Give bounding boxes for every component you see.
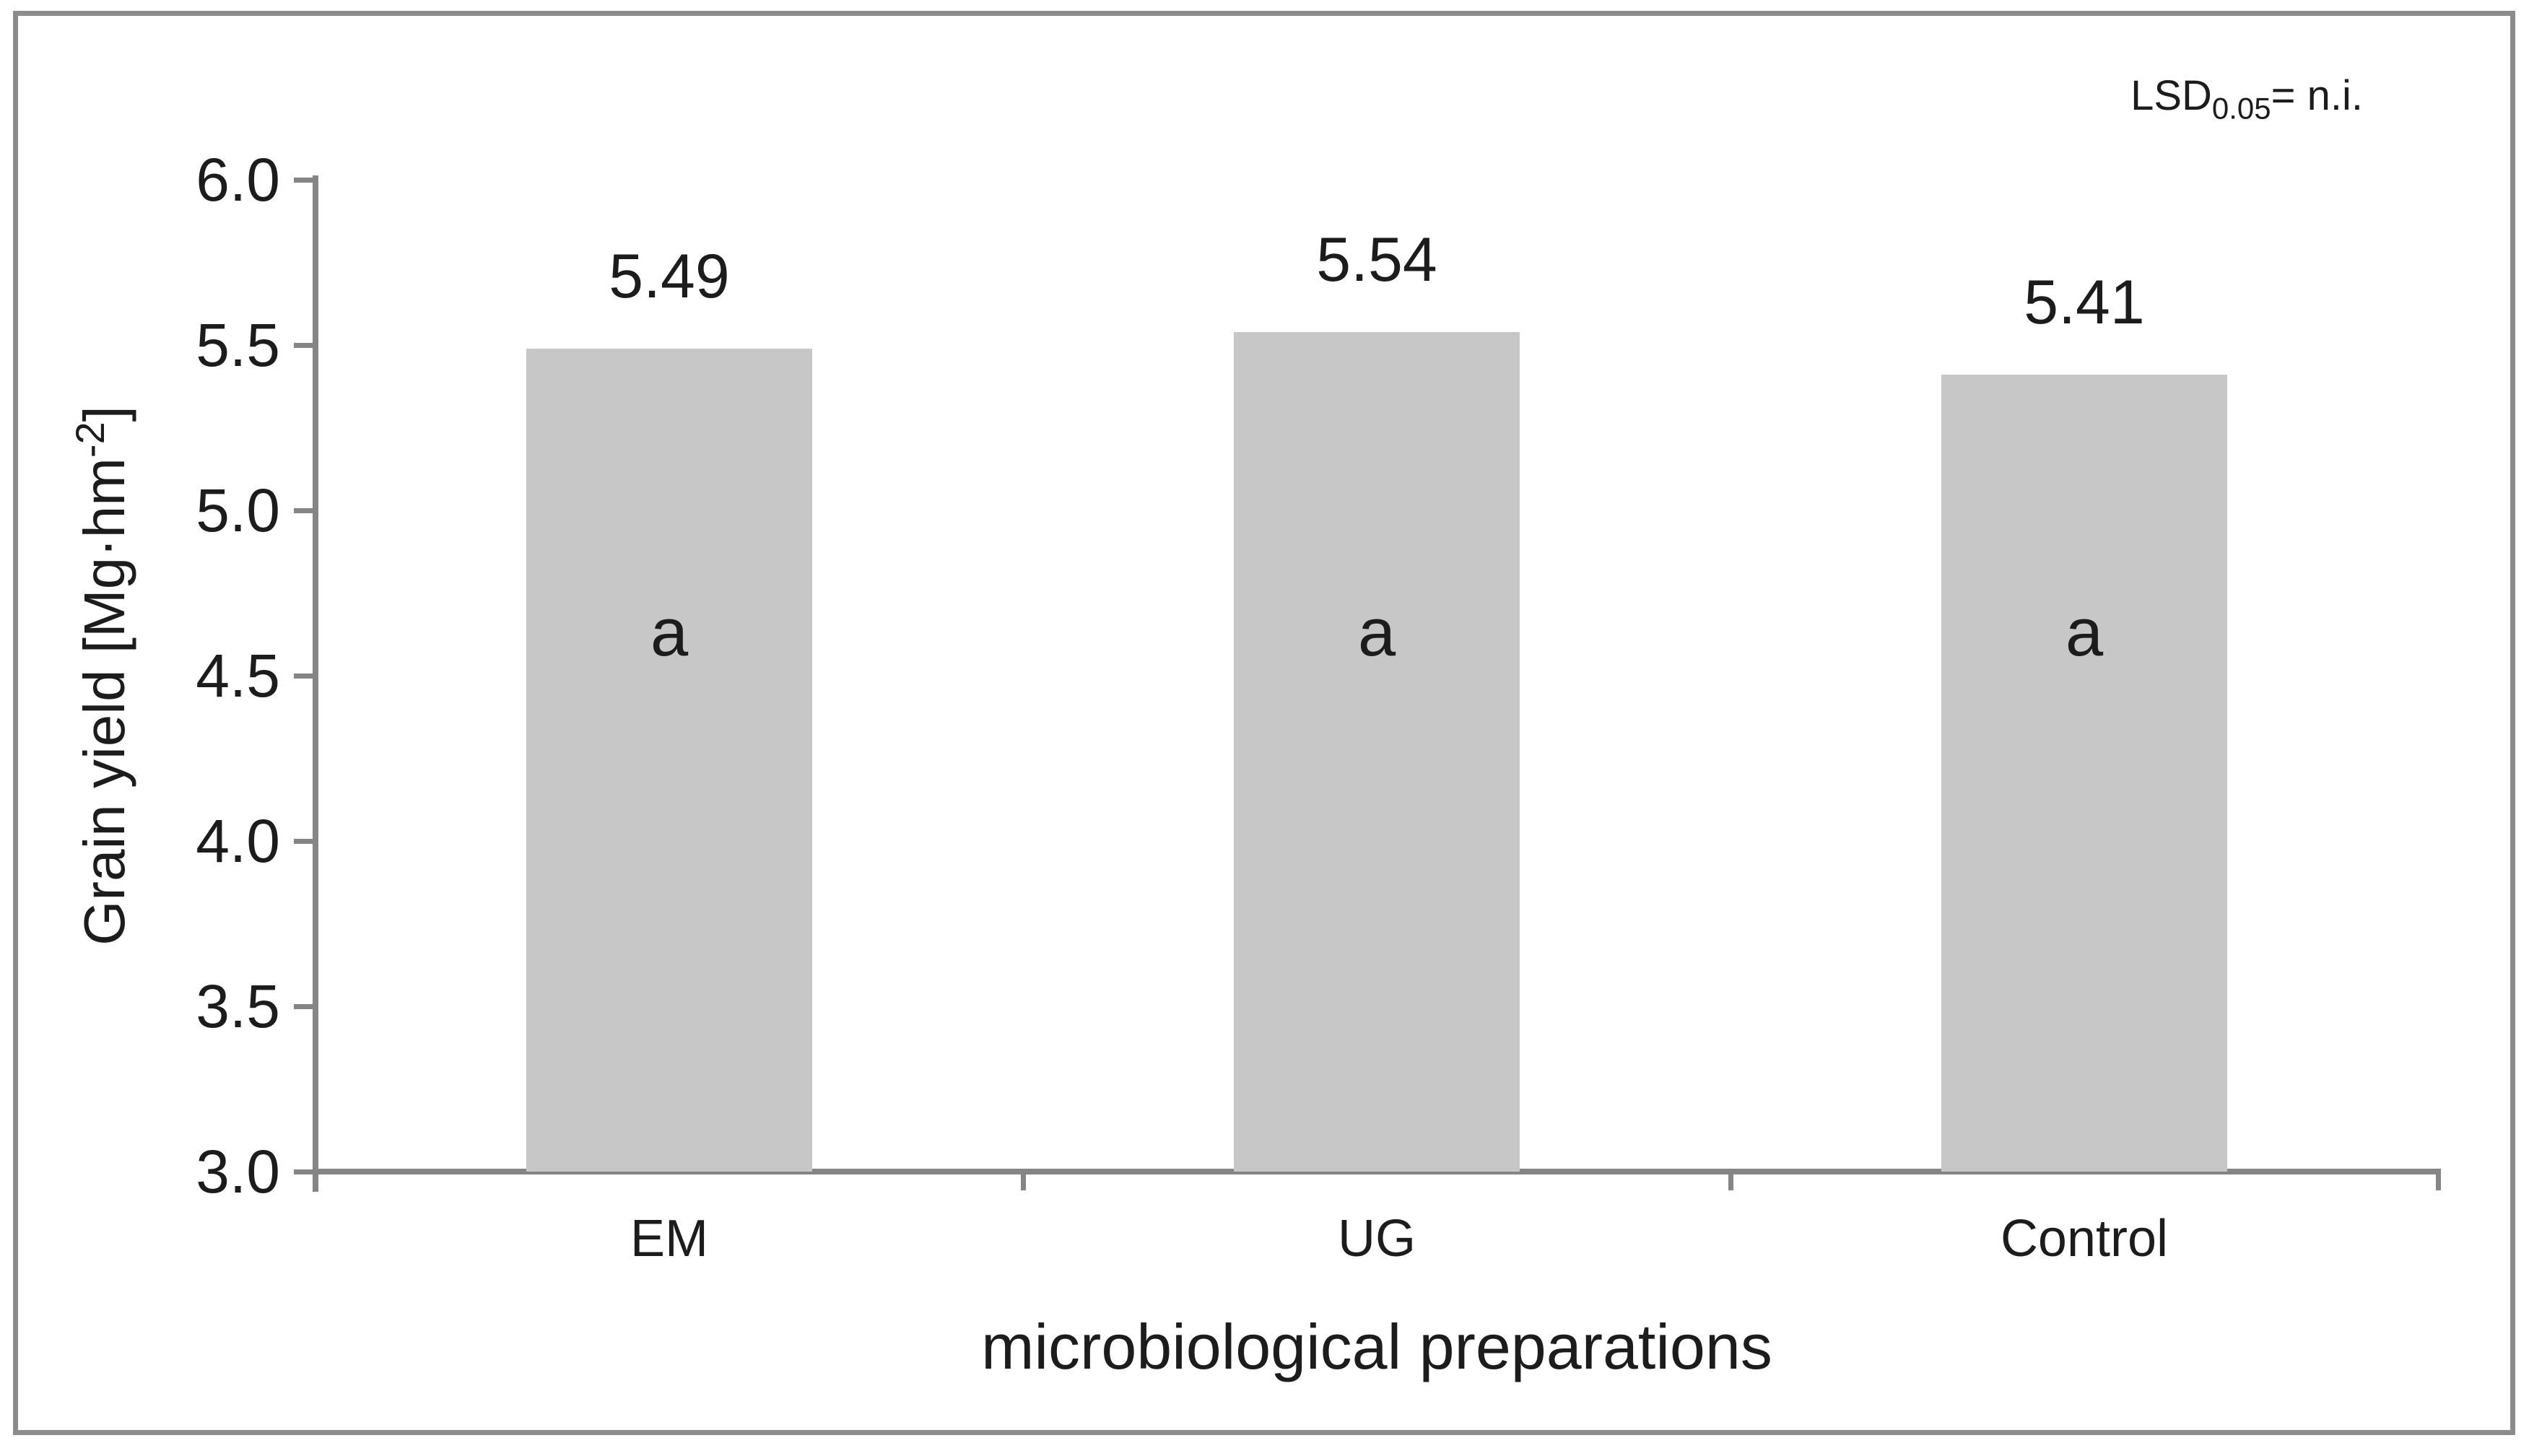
bar bbox=[1234, 331, 1520, 1172]
lsd-annotation-subscript: 0.05 bbox=[2211, 91, 2271, 126]
x-tick bbox=[1728, 1172, 1733, 1190]
bar-value-label: 5.49 bbox=[609, 241, 730, 311]
bar-letter: a bbox=[2065, 594, 2104, 670]
y-tick bbox=[294, 1169, 315, 1174]
y-tick bbox=[294, 508, 315, 513]
bar bbox=[526, 348, 812, 1172]
bar-letter: a bbox=[650, 594, 689, 670]
x-axis-line bbox=[313, 1169, 2441, 1174]
bar-letter: a bbox=[1357, 594, 1396, 670]
lsd-annotation-text: LSD bbox=[2130, 72, 2212, 119]
lsd-annotation-value: = n.i. bbox=[2271, 72, 2363, 119]
bar-value-label: 5.54 bbox=[1316, 224, 1437, 295]
y-axis-title-bracket: ] bbox=[71, 406, 136, 422]
y-tick-label: 4.0 bbox=[196, 807, 280, 875]
y-tick-label: 3.5 bbox=[196, 972, 280, 1040]
y-tick bbox=[294, 178, 315, 183]
y-tick-label: 5.5 bbox=[196, 311, 280, 379]
y-tick-label: 4.5 bbox=[196, 642, 280, 710]
x-tick bbox=[2436, 1172, 2441, 1190]
y-tick-label: 6.0 bbox=[196, 146, 280, 214]
y-tick bbox=[294, 839, 315, 844]
y-tick bbox=[294, 673, 315, 679]
y-tick bbox=[294, 343, 315, 348]
lsd-annotation: LSD0.05= n.i. bbox=[2130, 69, 2363, 136]
y-axis-line bbox=[313, 175, 318, 1192]
y-axis-title-exponent: -2 bbox=[67, 422, 113, 458]
category-label: Control bbox=[2000, 1210, 2169, 1268]
y-tick bbox=[294, 1004, 315, 1009]
bar-value-label: 5.41 bbox=[2024, 268, 2145, 338]
y-tick-label: 3.0 bbox=[196, 1138, 280, 1206]
bar bbox=[1941, 375, 2227, 1172]
x-axis-title: microbiological preparations bbox=[981, 1311, 1772, 1382]
category-label: UG bbox=[1338, 1210, 1416, 1268]
x-tick bbox=[1021, 1172, 1026, 1190]
y-tick-label: 5.0 bbox=[196, 476, 280, 544]
category-label: EM bbox=[630, 1210, 708, 1268]
